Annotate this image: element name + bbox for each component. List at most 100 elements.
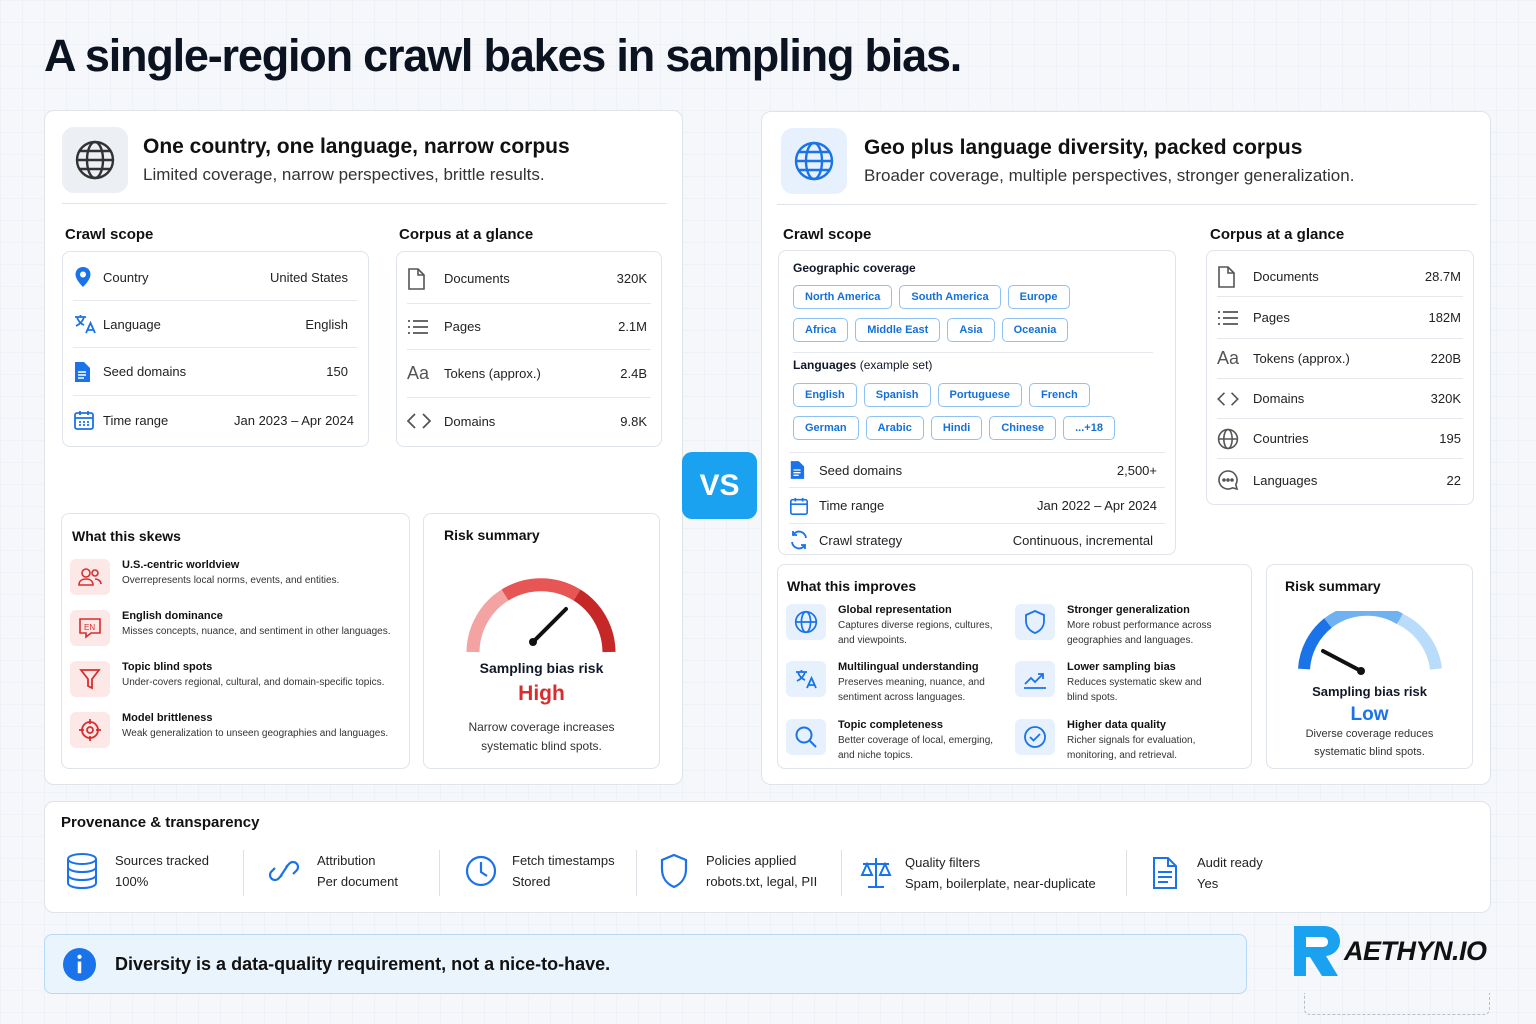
region-chip: Oceania bbox=[1001, 318, 1069, 342]
prov-value: 100% bbox=[115, 874, 149, 889]
languages-note: (example set) bbox=[859, 358, 933, 372]
clock-icon bbox=[465, 855, 497, 887]
scope-value: 150 bbox=[326, 364, 348, 379]
skew-desc: Weak generalization to unseen geographie… bbox=[122, 728, 389, 739]
brand-logo: AETHYN.IO bbox=[1292, 924, 1487, 978]
improve-title: Global representation bbox=[838, 604, 952, 616]
prov-value: robots.txt, legal, PII bbox=[706, 874, 818, 889]
region-chip: South America bbox=[899, 285, 1001, 309]
code-icon bbox=[1217, 391, 1239, 406]
languages-heading: Languages (example set) bbox=[793, 358, 932, 372]
corpus-label: Pages bbox=[444, 319, 481, 334]
scope-value: Jan 2023 – Apr 2024 bbox=[234, 412, 354, 428]
corpus-row: Documents 320K bbox=[407, 254, 651, 304]
geo-title: Geographic coverage bbox=[793, 261, 916, 275]
improve-desc: Richer signals for evaluation, monitoring… bbox=[1067, 735, 1196, 761]
check-circle-icon bbox=[1024, 726, 1046, 748]
improve-title: Multilingual understanding bbox=[838, 661, 979, 673]
list-icon bbox=[1218, 310, 1238, 325]
language-chips-row2: German Arabic Hindi Chinese ...+18 bbox=[793, 416, 1122, 440]
risk-label: Sampling bias risk bbox=[479, 660, 604, 676]
prov-label: Fetch timestamps bbox=[512, 853, 615, 868]
corpus-value: 220B bbox=[1430, 351, 1461, 366]
refresh-icon bbox=[791, 530, 807, 550]
language-chip: French bbox=[1029, 383, 1090, 407]
language-chip: ...+18 bbox=[1063, 416, 1115, 440]
region-chip: Africa bbox=[793, 318, 849, 342]
risk-desc-2: systematic blind spots. bbox=[481, 739, 602, 753]
corpus-label: Languages bbox=[1253, 472, 1318, 488]
provenance-item-audit: Audit ready Yes bbox=[1152, 855, 1263, 891]
en-chat-icon: EN bbox=[79, 618, 101, 639]
scope-value: Jan 2022 – Apr 2024 bbox=[1037, 498, 1157, 513]
prov-value: Stored bbox=[512, 874, 551, 889]
corpus-row: Pages 182M bbox=[1217, 297, 1463, 339]
globe-icon bbox=[75, 140, 115, 180]
corpus-value: 320K bbox=[616, 271, 647, 286]
scope-value: United States bbox=[269, 269, 348, 285]
prov-divider bbox=[1126, 850, 1127, 896]
link-icon bbox=[269, 860, 299, 882]
document-icon bbox=[75, 361, 90, 382]
scope-row-seed-domains: Seed domains 150 bbox=[73, 348, 358, 396]
right-crawl-scope-title: Crawl scope bbox=[783, 226, 872, 243]
prov-label: Audit ready bbox=[1197, 855, 1263, 870]
language-chip: German bbox=[793, 416, 859, 440]
left-corpus-title: Corpus at a glance bbox=[399, 226, 534, 243]
provenance-item-quality: Quality filters Spam, boilerplate, near-d… bbox=[860, 855, 1096, 891]
globe-icon bbox=[794, 610, 818, 634]
corpus-value: 182M bbox=[1428, 310, 1461, 325]
prov-divider bbox=[439, 850, 440, 896]
provenance-title: Provenance & transparency bbox=[61, 814, 260, 831]
globe-icon bbox=[1217, 428, 1239, 449]
right-subheading: Broader coverage, multiple perspectives,… bbox=[864, 166, 1355, 185]
shield-icon bbox=[660, 853, 688, 889]
scope-label: Time range bbox=[819, 498, 885, 513]
corpus-row: Documents 28.7M bbox=[1217, 257, 1463, 297]
text-size-icon: Aa bbox=[1217, 348, 1240, 368]
improve-title: Higher data quality bbox=[1067, 719, 1167, 731]
corpus-row: Countries 195 bbox=[1217, 419, 1463, 459]
skew-desc: Overrepresents local norms, events, and … bbox=[122, 575, 340, 586]
prov-divider bbox=[841, 850, 842, 896]
risk-desc-1: Narrow coverage increases bbox=[468, 720, 615, 734]
scope-row-seed-domains: Seed domains 2,500+ bbox=[789, 452, 1165, 488]
corpus-value: 320K bbox=[1430, 391, 1461, 406]
right-crawl-scope-card: Geographic coverage North America South A… bbox=[778, 250, 1176, 555]
language-chip: Arabic bbox=[865, 416, 924, 440]
region-chip: North America bbox=[793, 285, 893, 309]
provenance-item-sources: Sources tracked 100% bbox=[66, 853, 209, 889]
risk-level: High bbox=[518, 682, 565, 705]
risk-gauge-high bbox=[466, 578, 616, 653]
scope-row-language: Language English bbox=[73, 301, 358, 348]
right-corpus-title: Corpus at a glance bbox=[1210, 226, 1345, 243]
scope-label: Language bbox=[103, 316, 161, 332]
corpus-label: Domains bbox=[444, 413, 496, 429]
left-corpus-card: Documents 320K Pages 2.1M Aa Tokens (app… bbox=[396, 251, 662, 447]
right-improves-card: What this improves bbox=[777, 564, 1252, 769]
scope-row-crawl-strategy: Crawl strategy Continuous, incremental bbox=[789, 524, 1165, 556]
document-icon bbox=[408, 267, 425, 290]
language-chip: Hindi bbox=[930, 416, 983, 440]
left-header-divider bbox=[62, 203, 667, 204]
scope-row-time-range: Time range Jan 2023 – Apr 2024 bbox=[73, 396, 358, 444]
corpus-row: Domains 9.8K bbox=[407, 398, 651, 444]
risk-desc-1: Diverse coverage reduces bbox=[1305, 728, 1434, 740]
prov-label: Quality filters bbox=[905, 855, 981, 870]
footer-banner: Diversity is a data-quality requirement,… bbox=[44, 934, 1247, 994]
globe-icon bbox=[794, 141, 834, 181]
skew-item: Model brittleness Weak generalization to … bbox=[70, 712, 401, 748]
calendar-icon bbox=[74, 411, 94, 430]
text-size-icon: Aa bbox=[407, 363, 430, 383]
improve-item: Higher data quality Richer signals for ev… bbox=[1015, 719, 1240, 763]
prov-value: Per document bbox=[317, 874, 398, 889]
corpus-label: Tokens (approx.) bbox=[1253, 351, 1350, 366]
language-chip: Spanish bbox=[863, 383, 931, 407]
skew-title: English dominance bbox=[122, 610, 223, 622]
language-chip: Portuguese bbox=[937, 383, 1023, 407]
skew-desc: Misses concepts, nuance, and sentiment i… bbox=[122, 626, 391, 637]
improve-title: Topic completeness bbox=[838, 719, 943, 731]
languages-title: Languages bbox=[793, 358, 857, 372]
calendar-icon bbox=[790, 497, 808, 515]
scope-label: Country bbox=[103, 269, 149, 285]
